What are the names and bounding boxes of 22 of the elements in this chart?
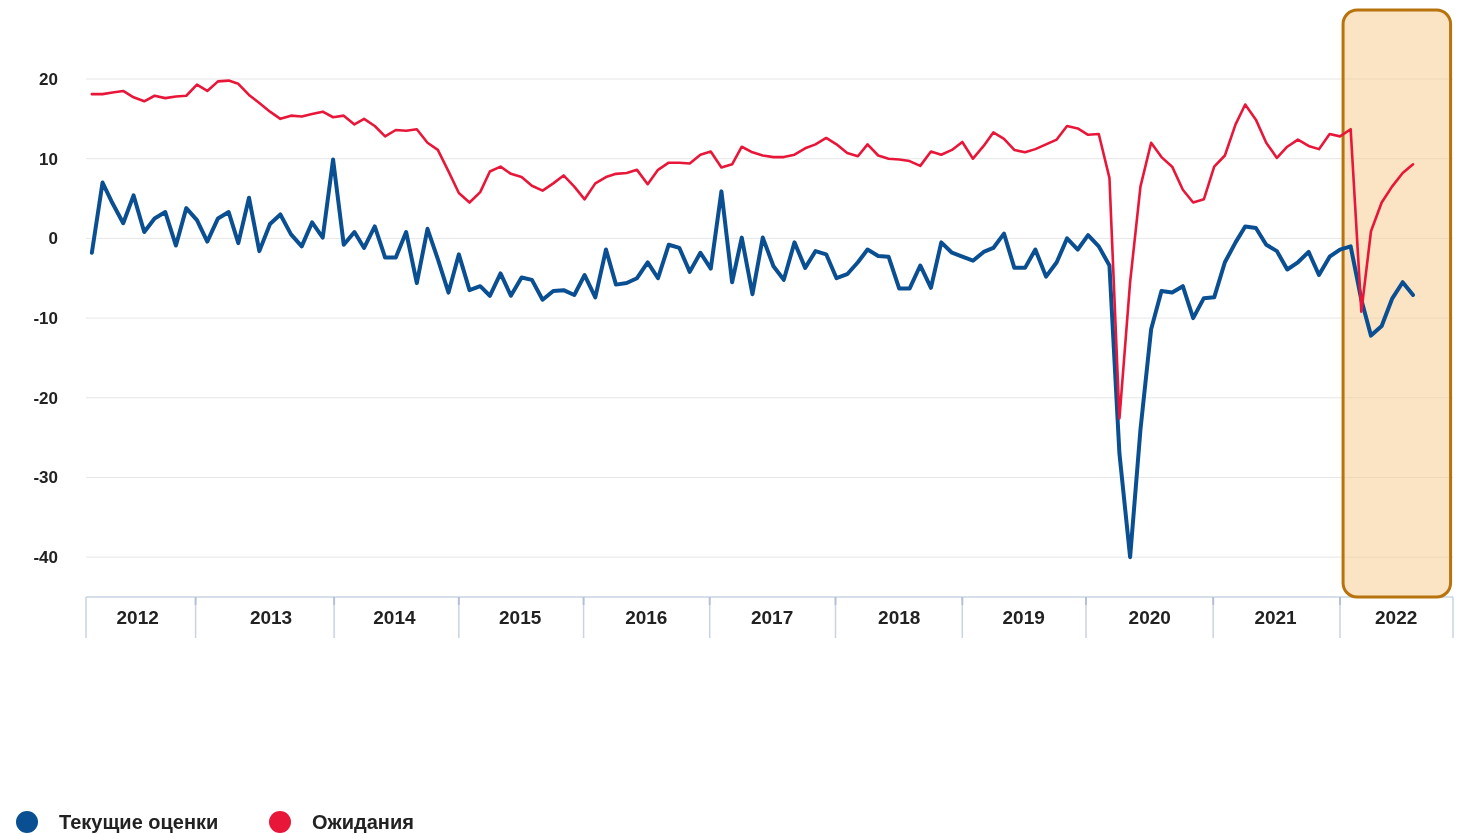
x-tick-label: 2015 <box>499 606 542 628</box>
legend-label: Ожидания <box>312 811 414 833</box>
y-tick-label: 0 <box>48 229 58 249</box>
x-tick-label: 2019 <box>1002 606 1045 628</box>
y-tick-label: -10 <box>33 309 58 329</box>
x-tick-label: 2013 <box>249 606 293 628</box>
line-series <box>90 79 1415 420</box>
y-tick-label: 10 <box>39 149 58 169</box>
x-tick-label: 2017 <box>750 606 794 628</box>
x-tick-label: 2022 <box>1375 606 1418 628</box>
y-tick-label: -20 <box>33 388 58 408</box>
x-tick-label: 2016 <box>625 606 668 628</box>
x-tick-label: 2021 <box>1254 606 1298 628</box>
y-tick-label: -40 <box>33 548 58 568</box>
x-tick-label: 2018 <box>878 606 921 628</box>
legend-label: Текущие оценки <box>59 811 219 833</box>
line-series <box>89 157 1416 560</box>
x-tick-label: 2012 <box>116 606 159 628</box>
x-tick-label: 2014 <box>373 606 416 628</box>
y-tick-label: 20 <box>39 69 58 89</box>
y-tick-label: -30 <box>33 468 58 488</box>
x-tick-label: 2020 <box>1128 606 1171 628</box>
